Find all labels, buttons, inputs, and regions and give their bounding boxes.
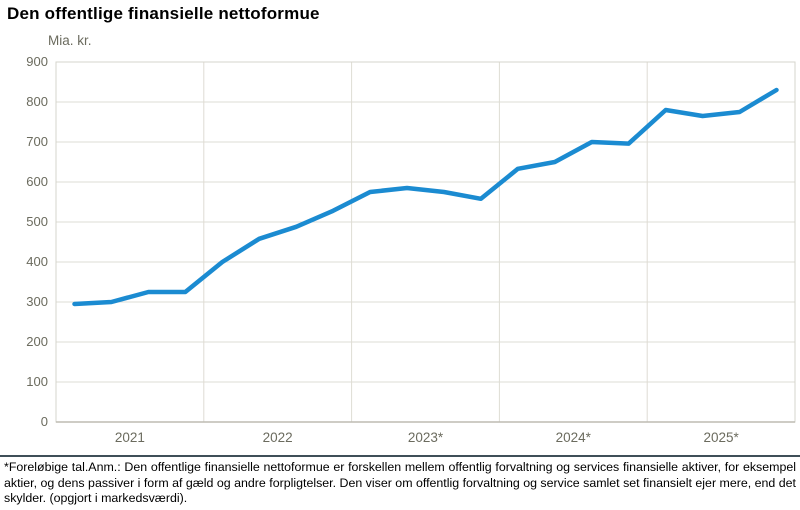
x-tick-label: 2025*	[703, 430, 739, 445]
y-tick-label: 400	[26, 254, 48, 269]
y-tick-label: 200	[26, 334, 48, 349]
y-tick-label: 600	[26, 174, 48, 189]
y-tick-label: 300	[26, 294, 48, 309]
y-tick-label: 100	[26, 374, 48, 389]
x-tick-label: 2023*	[407, 430, 444, 445]
y-tick-label: 500	[26, 214, 48, 229]
chart-title: Den offentlige finansielle nettoformue	[7, 4, 320, 23]
y-tick-label: 700	[26, 134, 48, 149]
x-tick-label: 2022	[262, 430, 293, 445]
footnote-text: *Foreløbige tal.Anm.: Den offentlige fin…	[0, 455, 800, 507]
plot-border	[55, 61, 796, 423]
x-tick-label: 2024*	[555, 430, 591, 445]
y-tick-label: 800	[26, 94, 48, 109]
y-tick-label: 0	[40, 414, 48, 429]
x-tick-label: 2021	[114, 430, 145, 445]
line-chart-svg	[55, 61, 796, 423]
y-axis-unit-label: Mia. kr.	[48, 33, 92, 48]
y-tick-label: 900	[26, 54, 48, 69]
data-series-line	[72, 87, 779, 307]
line-chart-area: 900 800 700 600 500 400 300 200 100 0 2021 2022 202…	[26, 54, 796, 445]
